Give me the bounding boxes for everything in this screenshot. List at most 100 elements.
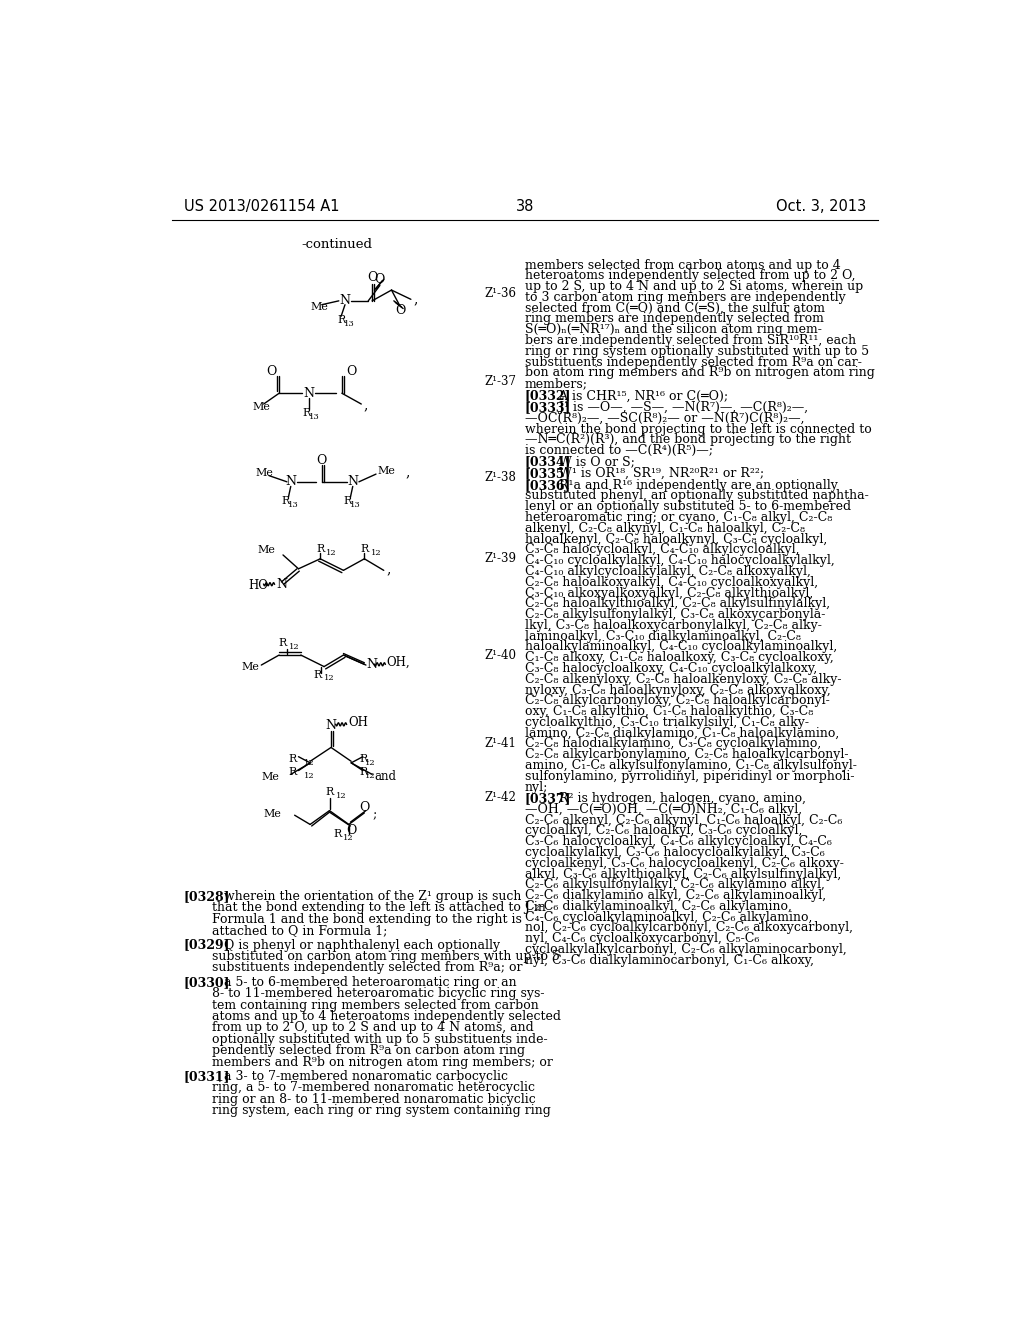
Text: substituted on carbon atom ring members with up to 5: substituted on carbon atom ring members … xyxy=(212,950,559,964)
Text: C₂-C₆ dialkylaminoalkyl, C₂-C₆ alkylamino,: C₂-C₆ dialkylaminoalkyl, C₂-C₆ alkylamin… xyxy=(524,900,792,913)
Text: [0328]: [0328] xyxy=(183,890,230,903)
Text: W¹ is OR¹⁸, SR¹⁹, NR²⁰R²¹ or R²²;: W¹ is OR¹⁸, SR¹⁹, NR²⁰R²¹ or R²²; xyxy=(551,467,765,480)
Text: N: N xyxy=(303,387,314,400)
Text: O: O xyxy=(266,366,276,379)
Text: R: R xyxy=(326,787,334,797)
Text: oxy, C₁-C₈ alkylthio, C₁-C₈ haloalkylthio, C₃-C₈: oxy, C₁-C₈ alkylthio, C₁-C₈ haloalkylthi… xyxy=(524,705,813,718)
Text: sulfonylamino, pyrrolidinyl, piperidinyl or morpholi-: sulfonylamino, pyrrolidinyl, piperidinyl… xyxy=(524,770,854,783)
Text: nyl, C₃-C₆ dialkylaminocarbonyl, C₁-C₆ alkoxy,: nyl, C₃-C₆ dialkylaminocarbonyl, C₁-C₆ a… xyxy=(524,954,814,966)
Text: Me: Me xyxy=(263,809,282,818)
Text: N: N xyxy=(366,657,377,671)
Text: from up to 2 O, up to 2 S and up to 4 N atoms, and: from up to 2 O, up to 2 S and up to 4 N … xyxy=(212,1022,534,1035)
Text: C₂-C₈ alkenyloxy, C₂-C₈ haloalkenyloxy, C₂-C₈ alky-: C₂-C₈ alkenyloxy, C₂-C₈ haloalkenyloxy, … xyxy=(524,673,842,686)
Text: US 2013/0261154 A1: US 2013/0261154 A1 xyxy=(183,198,339,214)
Text: Q is phenyl or naphthalenyl each optionally: Q is phenyl or naphthalenyl each optiona… xyxy=(224,939,501,952)
Text: O: O xyxy=(395,304,406,317)
Text: heteroaromatic ring; or cyano, C₁-C₈ alkyl, C₂-C₈: heteroaromatic ring; or cyano, C₁-C₈ alk… xyxy=(524,511,833,524)
Text: N: N xyxy=(347,475,358,488)
Text: C₄-C₆ cycloalkylaminoalkyl, C₂-C₆ alkylamino,: C₄-C₆ cycloalkylaminoalkyl, C₂-C₆ alkyla… xyxy=(524,911,812,924)
Text: is connected to —C(R⁴)(R⁵)—;: is connected to —C(R⁴)(R⁵)—; xyxy=(524,444,713,457)
Text: [0330]: [0330] xyxy=(183,975,230,989)
Text: Z¹-42: Z¹-42 xyxy=(484,791,516,804)
Text: Me: Me xyxy=(252,403,270,412)
Text: Me: Me xyxy=(378,466,395,477)
Text: C₃-C₁₀ alkoxyalkoxyalkyl, C₂-C₈ alkylthioalkyl,: C₃-C₁₀ alkoxyalkoxyalkyl, C₂-C₈ alkylthi… xyxy=(524,586,813,599)
Text: 8- to 11-membered heteroaromatic bicyclic ring sys-: 8- to 11-membered heteroaromatic bicycli… xyxy=(212,987,544,1001)
Text: substituents independently selected from R⁹a on car-: substituents independently selected from… xyxy=(524,355,861,368)
Text: R: R xyxy=(337,315,345,325)
Text: W is O or S;: W is O or S; xyxy=(551,455,635,469)
Text: a 5- to 6-membered heteroaromatic ring or an: a 5- to 6-membered heteroaromatic ring o… xyxy=(224,975,517,989)
Text: [0336]: [0336] xyxy=(524,479,571,492)
Text: Z¹-39: Z¹-39 xyxy=(484,552,516,565)
Text: [0335]: [0335] xyxy=(524,467,571,480)
Text: C₄-C₁₀ alkylcycloalkylalkyl, C₂-C₈ alkoxyalkyl,: C₄-C₁₀ alkylcycloalkylalkyl, C₂-C₈ alkox… xyxy=(524,565,811,578)
Text: C₂-C₈ alkylcarbonyloxy, C₂-C₈ haloalkylcarbonyl-: C₂-C₈ alkylcarbonyloxy, C₂-C₈ haloalkylc… xyxy=(524,694,829,708)
Text: O: O xyxy=(316,454,327,467)
Text: to 3 carbon atom ring members are independently: to 3 carbon atom ring members are indepe… xyxy=(524,290,846,304)
Text: [0337]: [0337] xyxy=(524,792,571,805)
Text: 38: 38 xyxy=(516,198,534,214)
Text: [0333]: [0333] xyxy=(524,401,571,414)
Text: C₂-C₈ haloalkoxyalkyl, C₄-C₁₀ cycloalkoxyalkyl,: C₂-C₈ haloalkoxyalkyl, C₄-C₁₀ cycloalkox… xyxy=(524,576,818,589)
Text: -continued: -continued xyxy=(302,238,373,251)
Text: nol, C₂-C₆ cycloalkylcarbonyl, C₂-C₆ alkoxycarbonyl,: nol, C₂-C₆ cycloalkylcarbonyl, C₂-C₆ alk… xyxy=(524,921,853,935)
Text: Me: Me xyxy=(310,302,328,312)
Text: ring or an 8- to 11-membered nonaromatic bicyclic: ring or an 8- to 11-membered nonaromatic… xyxy=(212,1093,536,1106)
Text: —N═C(R²)(R³), and the bond projecting to the right: —N═C(R²)(R³), and the bond projecting to… xyxy=(524,433,851,446)
Text: —OC(R⁸)₂—, —SC(R⁸)₂— or —N(R⁷)C(R⁸)₂—,: —OC(R⁸)₂—, —SC(R⁸)₂— or —N(R⁷)C(R⁸)₂—, xyxy=(524,412,804,425)
Text: ,: , xyxy=(414,292,418,306)
Text: 13: 13 xyxy=(350,500,361,510)
Text: ring, a 5- to 7-membered nonaromatic heterocyclic: ring, a 5- to 7-membered nonaromatic het… xyxy=(212,1081,535,1094)
Text: attached to Q in Formula 1;: attached to Q in Formula 1; xyxy=(212,924,387,937)
Text: [0329]: [0329] xyxy=(183,939,230,952)
Text: ,: , xyxy=(387,562,391,576)
Text: cycloalkyl, C₂-C₆ haloalkyl, C₃-C₆ cycloalkyl,: cycloalkyl, C₂-C₆ haloalkyl, C₃-C₆ cyclo… xyxy=(524,825,802,837)
Text: C₄-C₁₀ cycloalkylalkyl, C₄-C₁₀ halocycloalkylalkyl,: C₄-C₁₀ cycloalkylalkyl, C₄-C₁₀ halocyclo… xyxy=(524,554,835,568)
Text: C₂-C₆ alkenyl, C₂-C₆ alkynyl, C₁-C₆ haloalkyl, C₂-C₆: C₂-C₆ alkenyl, C₂-C₆ alkynyl, C₁-C₆ halo… xyxy=(524,813,842,826)
Text: Z¹-40: Z¹-40 xyxy=(484,648,516,661)
Text: ring system, each ring or ring system containing ring: ring system, each ring or ring system co… xyxy=(212,1105,551,1117)
Text: C₃-C₆ halocycloalkyl, C₄-C₆ alkylcycloalkyl, C₄-C₆: C₃-C₆ halocycloalkyl, C₄-C₆ alkylcycloal… xyxy=(524,836,831,849)
Text: amino, C₁-C₈ alkylsulfonylamino, C₁-C₈ alkylsulfonyl-: amino, C₁-C₈ alkylsulfonylamino, C₁-C₈ a… xyxy=(524,759,857,772)
Text: R: R xyxy=(360,544,369,554)
Text: up to 2 S, up to 4 N and up to 2 Si atoms, wherein up: up to 2 S, up to 4 N and up to 2 Si atom… xyxy=(524,280,863,293)
Text: C₃-C₈ halocycloalkoxy, C₄-C₁₀ cycloalkylalkoxy,: C₃-C₈ halocycloalkoxy, C₄-C₁₀ cycloalkyl… xyxy=(524,663,817,675)
Text: Z¹-38: Z¹-38 xyxy=(484,471,516,484)
Text: Formula 1 and the bond extending to the right is: Formula 1 and the bond extending to the … xyxy=(212,912,521,925)
Text: R: R xyxy=(313,671,322,680)
Text: cycloalkenyl, C₃-C₆ halocycloalkenyl, C₂-C₆ alkoxy-: cycloalkenyl, C₃-C₆ halocycloalkenyl, C₂… xyxy=(524,857,844,870)
Text: cycloalkylthio, C₃-C₁₀ trialkylsilyl, C₁-C₈ alky-: cycloalkylthio, C₃-C₁₀ trialkylsilyl, C₁… xyxy=(524,715,809,729)
Text: N: N xyxy=(326,719,337,733)
Text: R: R xyxy=(333,829,341,838)
Text: 13: 13 xyxy=(309,413,321,421)
Text: R: R xyxy=(316,544,325,554)
Text: O: O xyxy=(346,366,356,379)
Text: 12: 12 xyxy=(289,643,300,651)
Text: C₂-C₈ alkylsulfonylalkyl, C₃-C₈ alkoxycarbonyla-: C₂-C₈ alkylsulfonylalkyl, C₃-C₈ alkoxyca… xyxy=(524,609,825,622)
Text: R: R xyxy=(279,638,287,648)
Text: [0332]: [0332] xyxy=(524,389,571,403)
Text: ring members are independently selected from: ring members are independently selected … xyxy=(524,313,823,326)
Text: R: R xyxy=(289,767,297,777)
Text: O: O xyxy=(375,273,385,286)
Text: C₂-C₈ halodialkylamino, C₃-C₈ cycloalkylamino,: C₂-C₈ halodialkylamino, C₃-C₈ cycloalkyl… xyxy=(524,738,821,751)
Text: 12: 12 xyxy=(304,772,314,780)
Text: substituted phenyl, an optionally substituted naphtha-: substituted phenyl, an optionally substi… xyxy=(524,490,868,503)
Text: 12: 12 xyxy=(324,675,335,682)
Text: A is CHR¹⁵, NR¹⁶ or C(═O);: A is CHR¹⁵, NR¹⁶ or C(═O); xyxy=(551,389,728,403)
Text: nyloxy, C₃-C₈ haloalkynyloxy, C₂-C₈ alkoxyalkoxy,: nyloxy, C₃-C₈ haloalkynyloxy, C₂-C₈ alko… xyxy=(524,684,830,697)
Text: S(═O)ₙ(═NR¹⁷)ₙ and the silicon atom ring mem-: S(═O)ₙ(═NR¹⁷)ₙ and the silicon atom ring… xyxy=(524,323,821,337)
Text: 13: 13 xyxy=(344,319,355,327)
Text: ,: , xyxy=(406,466,410,479)
Text: R: R xyxy=(359,754,368,764)
Text: C₂-C₈ haloalkylthioalkyl, C₂-C₈ alkylsulfinylalkyl,: C₂-C₈ haloalkylthioalkyl, C₂-C₈ alkylsul… xyxy=(524,597,829,610)
Text: C₂-C₆ alkylsulfonylalkyl, C₂-C₆ alkylamino alkyl,: C₂-C₆ alkylsulfonylalkyl, C₂-C₆ alkylami… xyxy=(524,878,824,891)
Text: nyl, C₄-C₆ cycloalkoxycarbonyl, C₅-C₆: nyl, C₄-C₆ cycloalkoxycarbonyl, C₅-C₆ xyxy=(524,932,759,945)
Text: ,: , xyxy=(364,399,368,413)
Text: bon atom ring members and R⁹b on nitrogen atom ring: bon atom ring members and R⁹b on nitroge… xyxy=(524,367,874,379)
Text: R: R xyxy=(282,496,290,506)
Text: wherein the bond projecting to the left is connected to: wherein the bond projecting to the left … xyxy=(524,422,871,436)
Text: R² is hydrogen, halogen, cyano, amino,: R² is hydrogen, halogen, cyano, amino, xyxy=(551,792,806,805)
Text: Z¹-41: Z¹-41 xyxy=(484,737,516,750)
